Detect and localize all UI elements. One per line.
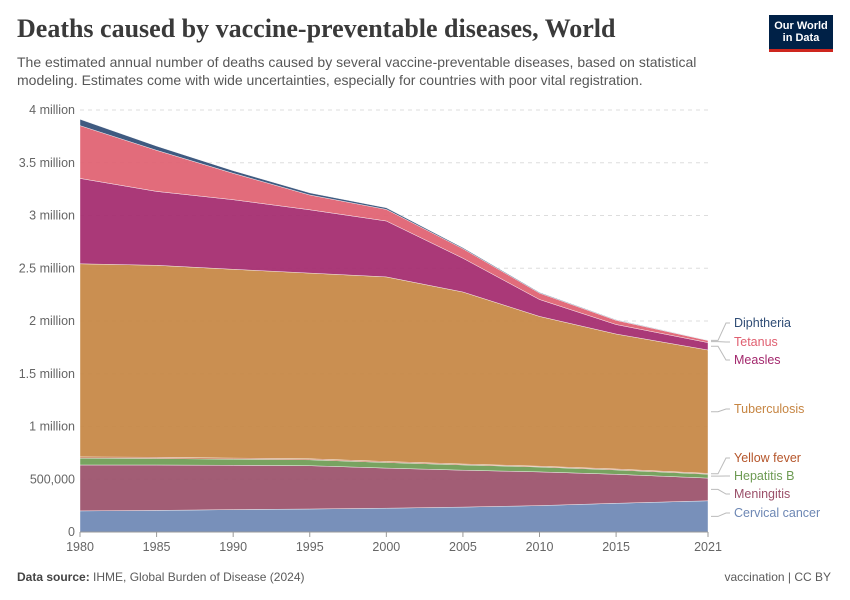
legend-label: Meningitis [734, 487, 790, 501]
x-tick-label: 1985 [143, 540, 171, 554]
x-tick-label: 2010 [526, 540, 554, 554]
logo-line-1: Our World [774, 20, 828, 32]
data-source: Data source: IHME, Global Burden of Dise… [17, 570, 304, 584]
legend-label: Tetanus [734, 335, 778, 349]
y-tick-label: 2.5 million [19, 261, 75, 275]
y-tick-label: 3.5 million [19, 156, 75, 170]
y-tick-label: 4 million [29, 103, 75, 117]
x-tick-label: 1995 [296, 540, 324, 554]
x-tick-label: 1980 [66, 540, 94, 554]
y-tick-label: 0 [68, 525, 75, 539]
x-tick-label: 2015 [602, 540, 630, 554]
legend-connector [711, 512, 730, 517]
logo-line-2: in Data [782, 32, 820, 44]
y-tick-label: 1.5 million [19, 367, 75, 381]
license-text[interactable]: vaccination | CC BY [724, 570, 832, 584]
x-tick-label: 2000 [372, 540, 400, 554]
legend-connector [711, 345, 730, 361]
data-source-link[interactable]: IHME, Global Burden of Disease (2024) [93, 570, 305, 584]
legend-label: Hepatitis B [734, 469, 794, 483]
owid-logo[interactable]: Our World in Data [769, 15, 833, 52]
y-tick-label: 500,000 [30, 472, 75, 486]
legend-connector [711, 457, 730, 475]
data-source-label: Data source: [17, 570, 90, 584]
y-tick-label: 3 million [29, 209, 75, 223]
legend-label: Yellow fever [734, 451, 801, 465]
legend-connector [711, 408, 730, 413]
legend-label: Tuberculosis [734, 402, 804, 416]
x-tick-label: 1990 [219, 540, 247, 554]
legend-connector [711, 322, 730, 341]
x-tick-label: 2005 [449, 540, 477, 554]
chart-subtitle: The estimated annual number of deaths ca… [17, 54, 697, 88]
area-diphtheria [79, 119, 709, 341]
y-tick-label: 2 million [29, 314, 75, 328]
chart-title: Deaths caused by vaccine-preventable dis… [17, 14, 616, 43]
legend-label: Measles [734, 353, 781, 367]
legend-label: Cervical cancer [734, 506, 820, 520]
area-tuberculosis [79, 263, 709, 474]
y-tick-label: 1 million [29, 420, 75, 434]
legend-connector [711, 488, 730, 495]
legend-label: Diphtheria [734, 316, 791, 330]
x-tick-label: 2021 [694, 540, 722, 554]
